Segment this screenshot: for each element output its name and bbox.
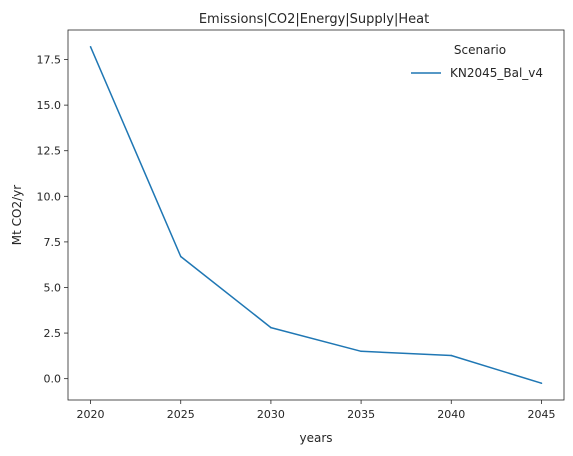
y-tick-label: 0.0 <box>44 373 62 386</box>
legend-title: Scenario <box>454 43 506 57</box>
data-point <box>89 45 92 48</box>
y-tick-label: 7.5 <box>44 236 62 249</box>
x-tick-label: 2025 <box>167 408 195 421</box>
y-tick-label: 2.5 <box>44 327 62 340</box>
data-point <box>270 326 272 329</box>
series-line-0 <box>89 46 542 384</box>
y-tick-label: 12.5 <box>37 145 62 158</box>
x-axis-label: years <box>299 431 332 445</box>
x-axis: 2020 2025 2030 2035 2040 2045 <box>77 400 555 421</box>
x-tick-label: 2035 <box>347 408 375 421</box>
y-tick-label: 17.5 <box>37 54 62 67</box>
series-layer <box>89 45 543 385</box>
legend-entry-kn2045-bal-v4: KN2045_Bal_v4 <box>450 66 543 80</box>
y-tick-label: 15.0 <box>37 99 62 112</box>
y-tick-label: 10.0 <box>37 190 62 203</box>
x-tick-label: 2045 <box>527 408 555 421</box>
data-point <box>360 350 362 353</box>
plot-area <box>67 29 565 401</box>
data-point <box>540 382 543 385</box>
x-tick-label: 2030 <box>257 408 285 421</box>
data-point <box>179 255 182 258</box>
data-point <box>450 354 453 357</box>
chart-title: Emissions|CO2|Energy|Supply|Heat <box>199 12 429 27</box>
x-tick-label: 2020 <box>77 408 105 421</box>
y-axis-label: Mt CO2/yr <box>10 185 24 245</box>
legend: Scenario KN2045_Bal_v4 <box>411 43 543 80</box>
x-tick-label: 2040 <box>437 408 465 421</box>
y-axis: 0.0 2.5 5.0 7.5 10.0 12.5 15.0 17.5 <box>37 54 68 386</box>
y-tick-label: 5.0 <box>44 281 62 294</box>
